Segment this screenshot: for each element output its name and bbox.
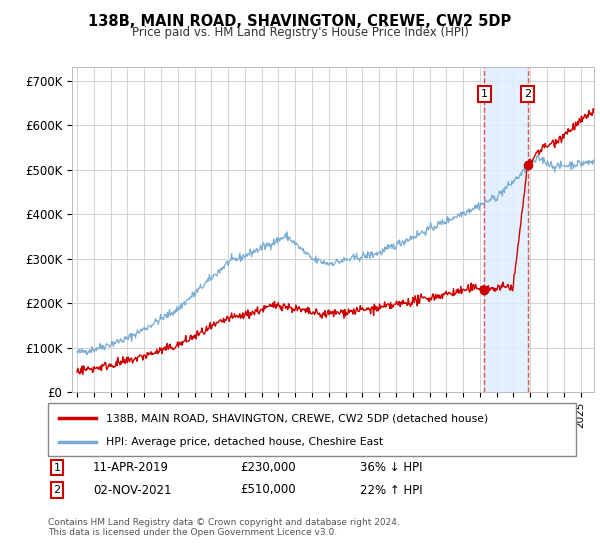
Bar: [484, 67, 527, 392]
Text: 1: 1: [53, 463, 61, 473]
Text: 138B, MAIN ROAD, SHAVINGTON, CREWE, CW2 5DP (detached house): 138B, MAIN ROAD, SHAVINGTON, CREWE, CW2 …: [106, 413, 488, 423]
Text: 11-APR-2019: 11-APR-2019: [93, 461, 169, 474]
Text: Price paid vs. HM Land Registry's House Price Index (HPI): Price paid vs. HM Land Registry's House …: [131, 26, 469, 39]
Text: 2: 2: [524, 89, 531, 99]
Text: 02-NOV-2021: 02-NOV-2021: [93, 483, 172, 497]
Text: 2: 2: [53, 485, 61, 495]
Text: Contains HM Land Registry data © Crown copyright and database right 2024.
This d: Contains HM Land Registry data © Crown c…: [48, 518, 400, 538]
Text: 22% ↑ HPI: 22% ↑ HPI: [360, 483, 422, 497]
Text: 36% ↓ HPI: 36% ↓ HPI: [360, 461, 422, 474]
Text: 1: 1: [481, 89, 488, 99]
Text: 138B, MAIN ROAD, SHAVINGTON, CREWE, CW2 5DP: 138B, MAIN ROAD, SHAVINGTON, CREWE, CW2 …: [88, 14, 512, 29]
FancyBboxPatch shape: [48, 403, 576, 456]
Text: £510,000: £510,000: [240, 483, 296, 497]
Text: HPI: Average price, detached house, Cheshire East: HPI: Average price, detached house, Ches…: [106, 436, 383, 446]
Text: £230,000: £230,000: [240, 461, 296, 474]
